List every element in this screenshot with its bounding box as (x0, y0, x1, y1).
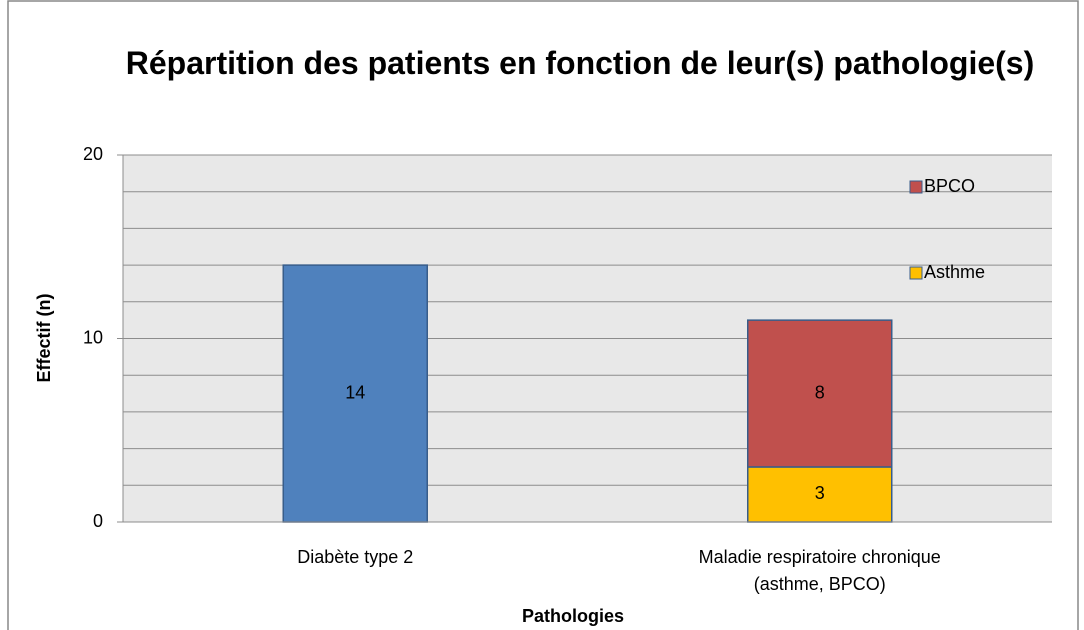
x-tick-label: Maladie respiratoire chronique (asthme, … (698, 547, 941, 594)
legend-label: Asthme (924, 262, 985, 282)
x-tick-label: Diabète type 2 (297, 547, 414, 567)
legend-swatch (909, 266, 923, 280)
chart-title: Répartition des patients en fonction de … (125, 45, 1035, 81)
y-tick-label: 10 (83, 327, 103, 347)
data-label: 8 (815, 382, 825, 402)
bar-segment (747, 319, 893, 468)
chart-border (7, 0, 1079, 630)
y-tick-label: 20 (83, 144, 103, 164)
legend-swatch (909, 180, 923, 194)
y-tick-label: 0 (93, 511, 103, 531)
y-axis-label: Effectif (n) (34, 294, 54, 383)
x-axis-label: Pathologies (521, 606, 624, 626)
bar-segment (747, 466, 893, 523)
legend-label: BPCO (924, 176, 975, 196)
data-label: 14 (345, 382, 365, 402)
data-label: 3 (815, 483, 825, 503)
bar-segment (282, 264, 428, 523)
